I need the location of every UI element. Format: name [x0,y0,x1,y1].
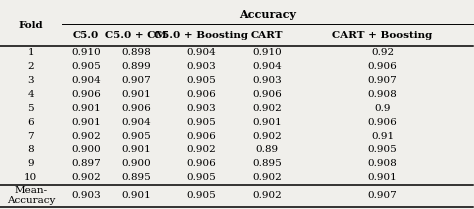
Text: 0.905: 0.905 [187,173,216,182]
Text: 0.901: 0.901 [121,145,151,154]
Text: 0.9: 0.9 [374,104,391,113]
Text: 7: 7 [27,131,34,140]
Text: 0.901: 0.901 [252,118,282,127]
Text: 0.906: 0.906 [368,62,397,71]
Text: 0.901: 0.901 [71,118,101,127]
Text: C5.0 + CM: C5.0 + CM [105,31,167,40]
Text: 0.898: 0.898 [121,48,151,57]
Text: 0.905: 0.905 [187,191,216,200]
Text: 0.92: 0.92 [371,48,394,57]
Text: 0.901: 0.901 [121,191,151,200]
Text: C5.0: C5.0 [73,31,99,40]
Text: 0.903: 0.903 [187,104,216,113]
Text: 0.903: 0.903 [71,191,101,200]
Text: 9: 9 [27,159,34,168]
Text: 0.89: 0.89 [255,145,279,154]
Text: Accuracy: Accuracy [238,9,296,20]
Text: 0.906: 0.906 [187,90,216,99]
Text: 0.904: 0.904 [71,76,101,85]
Text: 0.899: 0.899 [121,62,151,71]
Text: 0.904: 0.904 [252,62,282,71]
Text: 0.906: 0.906 [187,159,216,168]
Text: 0.895: 0.895 [252,159,282,168]
Text: 0.895: 0.895 [121,173,151,182]
Text: 0.905: 0.905 [368,145,397,154]
Text: 0.902: 0.902 [187,145,216,154]
Text: 0.907: 0.907 [121,76,151,85]
Text: 0.906: 0.906 [252,90,282,99]
Text: 0.907: 0.907 [368,191,397,200]
Text: 0.897: 0.897 [71,159,101,168]
Text: Mean-
Accuracy: Mean- Accuracy [7,186,55,205]
Text: 0.906: 0.906 [187,131,216,140]
Text: 0.903: 0.903 [252,76,282,85]
Text: 0.904: 0.904 [121,118,151,127]
Text: 0.900: 0.900 [121,159,151,168]
Text: 10: 10 [24,173,37,182]
Text: 0.900: 0.900 [71,145,101,154]
Text: 3: 3 [27,76,34,85]
Text: 1: 1 [27,48,34,57]
Text: 5: 5 [27,104,34,113]
Text: 0.906: 0.906 [121,104,151,113]
Text: 0.908: 0.908 [368,159,397,168]
Text: CART + Boosting: CART + Boosting [332,31,433,40]
Text: 0.908: 0.908 [368,90,397,99]
Text: 8: 8 [27,145,34,154]
Text: 0.910: 0.910 [71,48,101,57]
Text: CART: CART [251,31,283,40]
Text: 0.901: 0.901 [71,104,101,113]
Text: 0.902: 0.902 [71,131,101,140]
Text: 0.905: 0.905 [187,76,216,85]
Text: Fold: Fold [18,21,43,30]
Text: 0.906: 0.906 [71,90,101,99]
Text: 0.903: 0.903 [187,62,216,71]
Text: 0.902: 0.902 [252,131,282,140]
Text: 0.902: 0.902 [252,173,282,182]
Text: 6: 6 [27,118,34,127]
Text: 0.905: 0.905 [187,118,216,127]
Text: 0.901: 0.901 [368,173,397,182]
Text: 0.902: 0.902 [71,173,101,182]
Text: 0.910: 0.910 [252,48,282,57]
Text: 0.902: 0.902 [252,191,282,200]
Text: 0.905: 0.905 [71,62,101,71]
Text: 0.907: 0.907 [368,76,397,85]
Text: 0.904: 0.904 [187,48,216,57]
Text: 0.91: 0.91 [371,131,394,140]
Text: 0.901: 0.901 [121,90,151,99]
Text: 4: 4 [27,90,34,99]
Text: 0.902: 0.902 [252,104,282,113]
Text: C5.0 + Boosting: C5.0 + Boosting [155,31,248,40]
Text: 0.906: 0.906 [368,118,397,127]
Text: 0.905: 0.905 [121,131,151,140]
Text: 2: 2 [27,62,34,71]
